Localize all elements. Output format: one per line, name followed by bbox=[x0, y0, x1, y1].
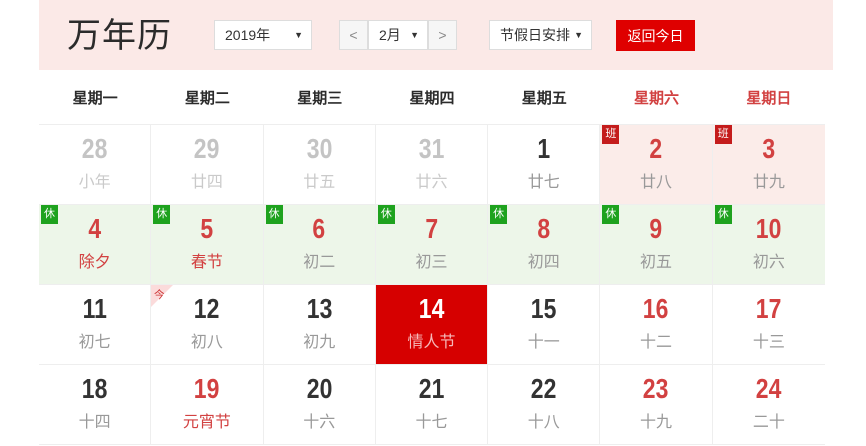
svg-text:今: 今 bbox=[154, 288, 165, 301]
